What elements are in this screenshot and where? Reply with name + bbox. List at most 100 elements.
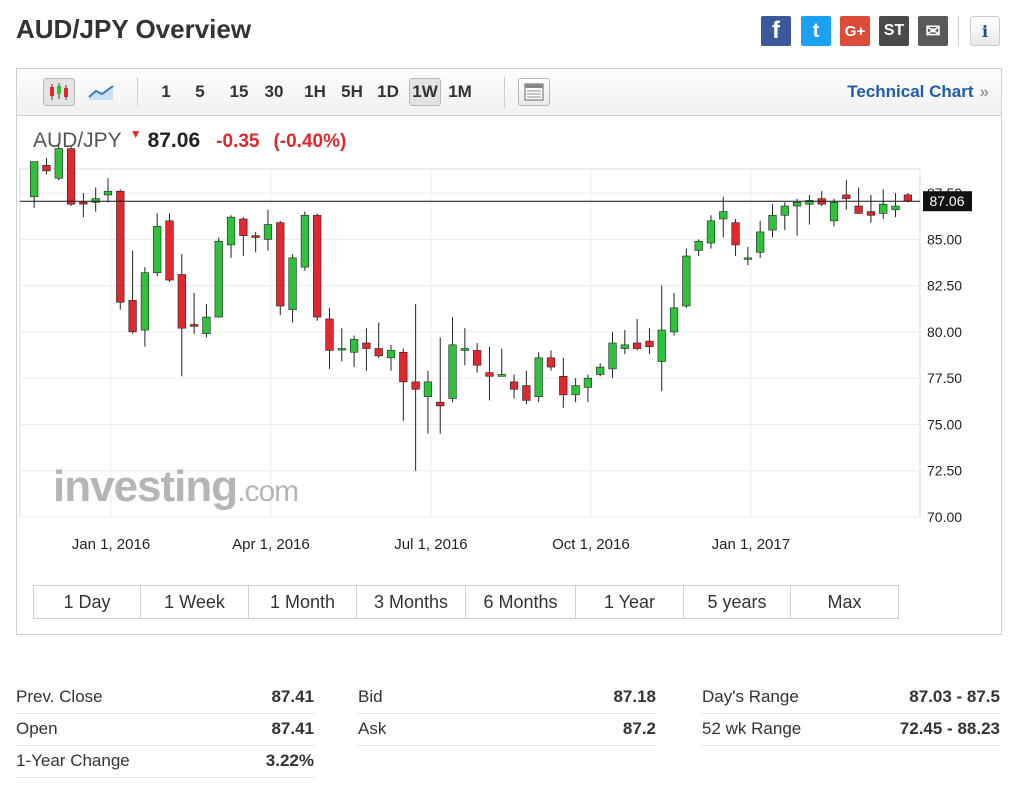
candle-down (436, 401, 445, 407)
x-tick-label: Jan 1, 2016 (72, 536, 150, 553)
candle-up (596, 366, 605, 375)
stat-value: 87.03 - 87.5 (909, 687, 1000, 706)
range-1-month-button[interactable]: 1 Month (249, 586, 357, 618)
candle-up (423, 381, 433, 397)
facebook-icon[interactable]: f (761, 16, 791, 46)
timeframe-1h-button[interactable]: 1H (304, 82, 326, 101)
stat-label: 52 wk Range (702, 719, 802, 738)
timeframe-1d-button[interactable]: 1D (377, 82, 399, 101)
candlestick-chart-button[interactable] (43, 78, 75, 106)
stat-row: Prev. Close 87.41 (16, 682, 314, 714)
stat-value: 87.41 (271, 687, 314, 706)
down-arrow-icon: ▼ (129, 127, 142, 141)
double-chevron-right-icon: » (979, 82, 989, 101)
range-selector: 1 Day 1 Week 1 Month 3 Months 6 Months 1 Year… (33, 585, 899, 619)
candle-up (30, 161, 39, 198)
table-icon (524, 83, 544, 101)
x-tick-label: Jul 1, 2016 (394, 536, 467, 553)
stat-row: 52 wk Range 72.45 - 88.23 (702, 714, 1000, 746)
price-chart[interactable]: 87.5085.0082.5080.0077.5075.0072.5070.00… (17, 69, 1001, 579)
candle-up (337, 348, 346, 351)
stat-label: Open (16, 719, 58, 738)
candle-down (190, 324, 199, 327)
candle-up (263, 224, 273, 240)
candle-up (719, 211, 728, 220)
range-max-button[interactable]: Max (791, 586, 898, 618)
google-plus-icon[interactable]: G+ (840, 16, 870, 46)
candle-down (866, 211, 876, 216)
candle-up (829, 202, 839, 222)
candle-up (620, 344, 629, 349)
range-1-year-button[interactable]: 1 Year (576, 586, 684, 618)
technical-chart-link[interactable]: Technical Chart » (847, 82, 989, 102)
info-icon[interactable]: i (970, 16, 1000, 46)
candle-up (448, 344, 457, 399)
watermark-brand: investing (53, 462, 237, 511)
stat-label: Bid (358, 687, 383, 706)
candle-up (768, 214, 777, 231)
stat-row: Bid 87.18 (358, 682, 656, 714)
candle-up (879, 203, 888, 214)
candle-up (756, 231, 765, 253)
twitter-icon[interactable]: t (801, 16, 831, 46)
line-chart-button[interactable] (85, 78, 117, 106)
range-1-day-button[interactable]: 1 Day (34, 586, 141, 618)
quote-change: -0.35 (216, 131, 260, 152)
timeframe-1m-button[interactable]: 1M (448, 82, 472, 101)
candle-down (177, 274, 186, 329)
range-1-week-button[interactable]: 1 Week (141, 586, 249, 618)
stats-column-3: Day's Range 87.03 - 87.5 52 wk Range 72.45 … (702, 682, 1000, 746)
stat-label: 1-Year Change (16, 751, 130, 770)
x-tick-label: Oct 1, 2016 (552, 536, 630, 553)
table-view-button[interactable] (518, 78, 550, 106)
x-tick-label: Jan 1, 2017 (712, 536, 790, 553)
candle-down (645, 340, 654, 348)
stat-value: 87.18 (613, 687, 656, 706)
chart-frame: 1 5 15 30 1H 5H 1D 1W 1M Technical Chart» AUD/JP… (16, 68, 1002, 635)
candle-down (485, 372, 494, 377)
candle-up (608, 342, 617, 370)
candle-up (300, 214, 309, 268)
quote-last-price: 87.06 (147, 129, 201, 152)
technical-chart-label: Technical Chart (847, 82, 974, 101)
stat-value: 72.45 - 88.23 (899, 719, 1000, 738)
candle-down (374, 348, 383, 357)
range-6-months-button[interactable]: 6 Months (466, 586, 576, 618)
watermark-suffix: .com (237, 475, 298, 508)
toolbar-divider (504, 77, 505, 107)
candle-up (386, 350, 396, 359)
timeframe-15-button[interactable]: 15 (229, 82, 249, 101)
range-5-years-button[interactable]: 5 years (684, 586, 791, 618)
candle-up (140, 272, 150, 331)
timeframe-5-button[interactable]: 5 (195, 82, 205, 101)
stats-column-1: Prev. Close 87.41 Open 87.41 1-Year Change 3.… (16, 682, 314, 778)
timeframe-30-button[interactable]: 30 (264, 82, 284, 101)
stat-row: Day's Range 87.03 - 87.5 (702, 682, 1000, 714)
timeframe-1w-button[interactable]: 1W (409, 78, 441, 106)
candle-down (854, 205, 863, 214)
candle-up (91, 198, 100, 203)
y-tick-label: 80.00 (927, 324, 962, 340)
candle-up (891, 205, 900, 211)
candle-up (54, 148, 63, 179)
candle-down (239, 218, 248, 236)
stat-label: Day's Range (702, 687, 799, 706)
candle-up (214, 240, 223, 318)
candle-down (903, 194, 912, 202)
range-3-months-button[interactable]: 3 Months (357, 586, 466, 618)
page-title: AUD/JPY Overview (16, 14, 252, 44)
stat-row: Ask 87.2 (358, 714, 656, 746)
x-tick-label: Apr 1, 2016 (232, 536, 310, 553)
stat-value: 3.22% (265, 751, 314, 770)
current-price-label: 87.06 (929, 193, 964, 209)
timeframe-5h-button[interactable]: 5H (341, 82, 363, 101)
timeframe-1-button[interactable]: 1 (161, 82, 171, 101)
current-price-tag (923, 191, 972, 212)
stocktwits-icon[interactable]: ST (879, 16, 909, 46)
mail-icon[interactable]: ✉ (918, 16, 948, 46)
candle-down (128, 300, 137, 333)
quote-header: AUD/JPY ▼ 87.06 -0.35 (-0.40%) (33, 127, 360, 153)
stat-value: 87.41 (271, 719, 314, 738)
candle-up (805, 200, 814, 205)
candle-up (497, 374, 506, 377)
